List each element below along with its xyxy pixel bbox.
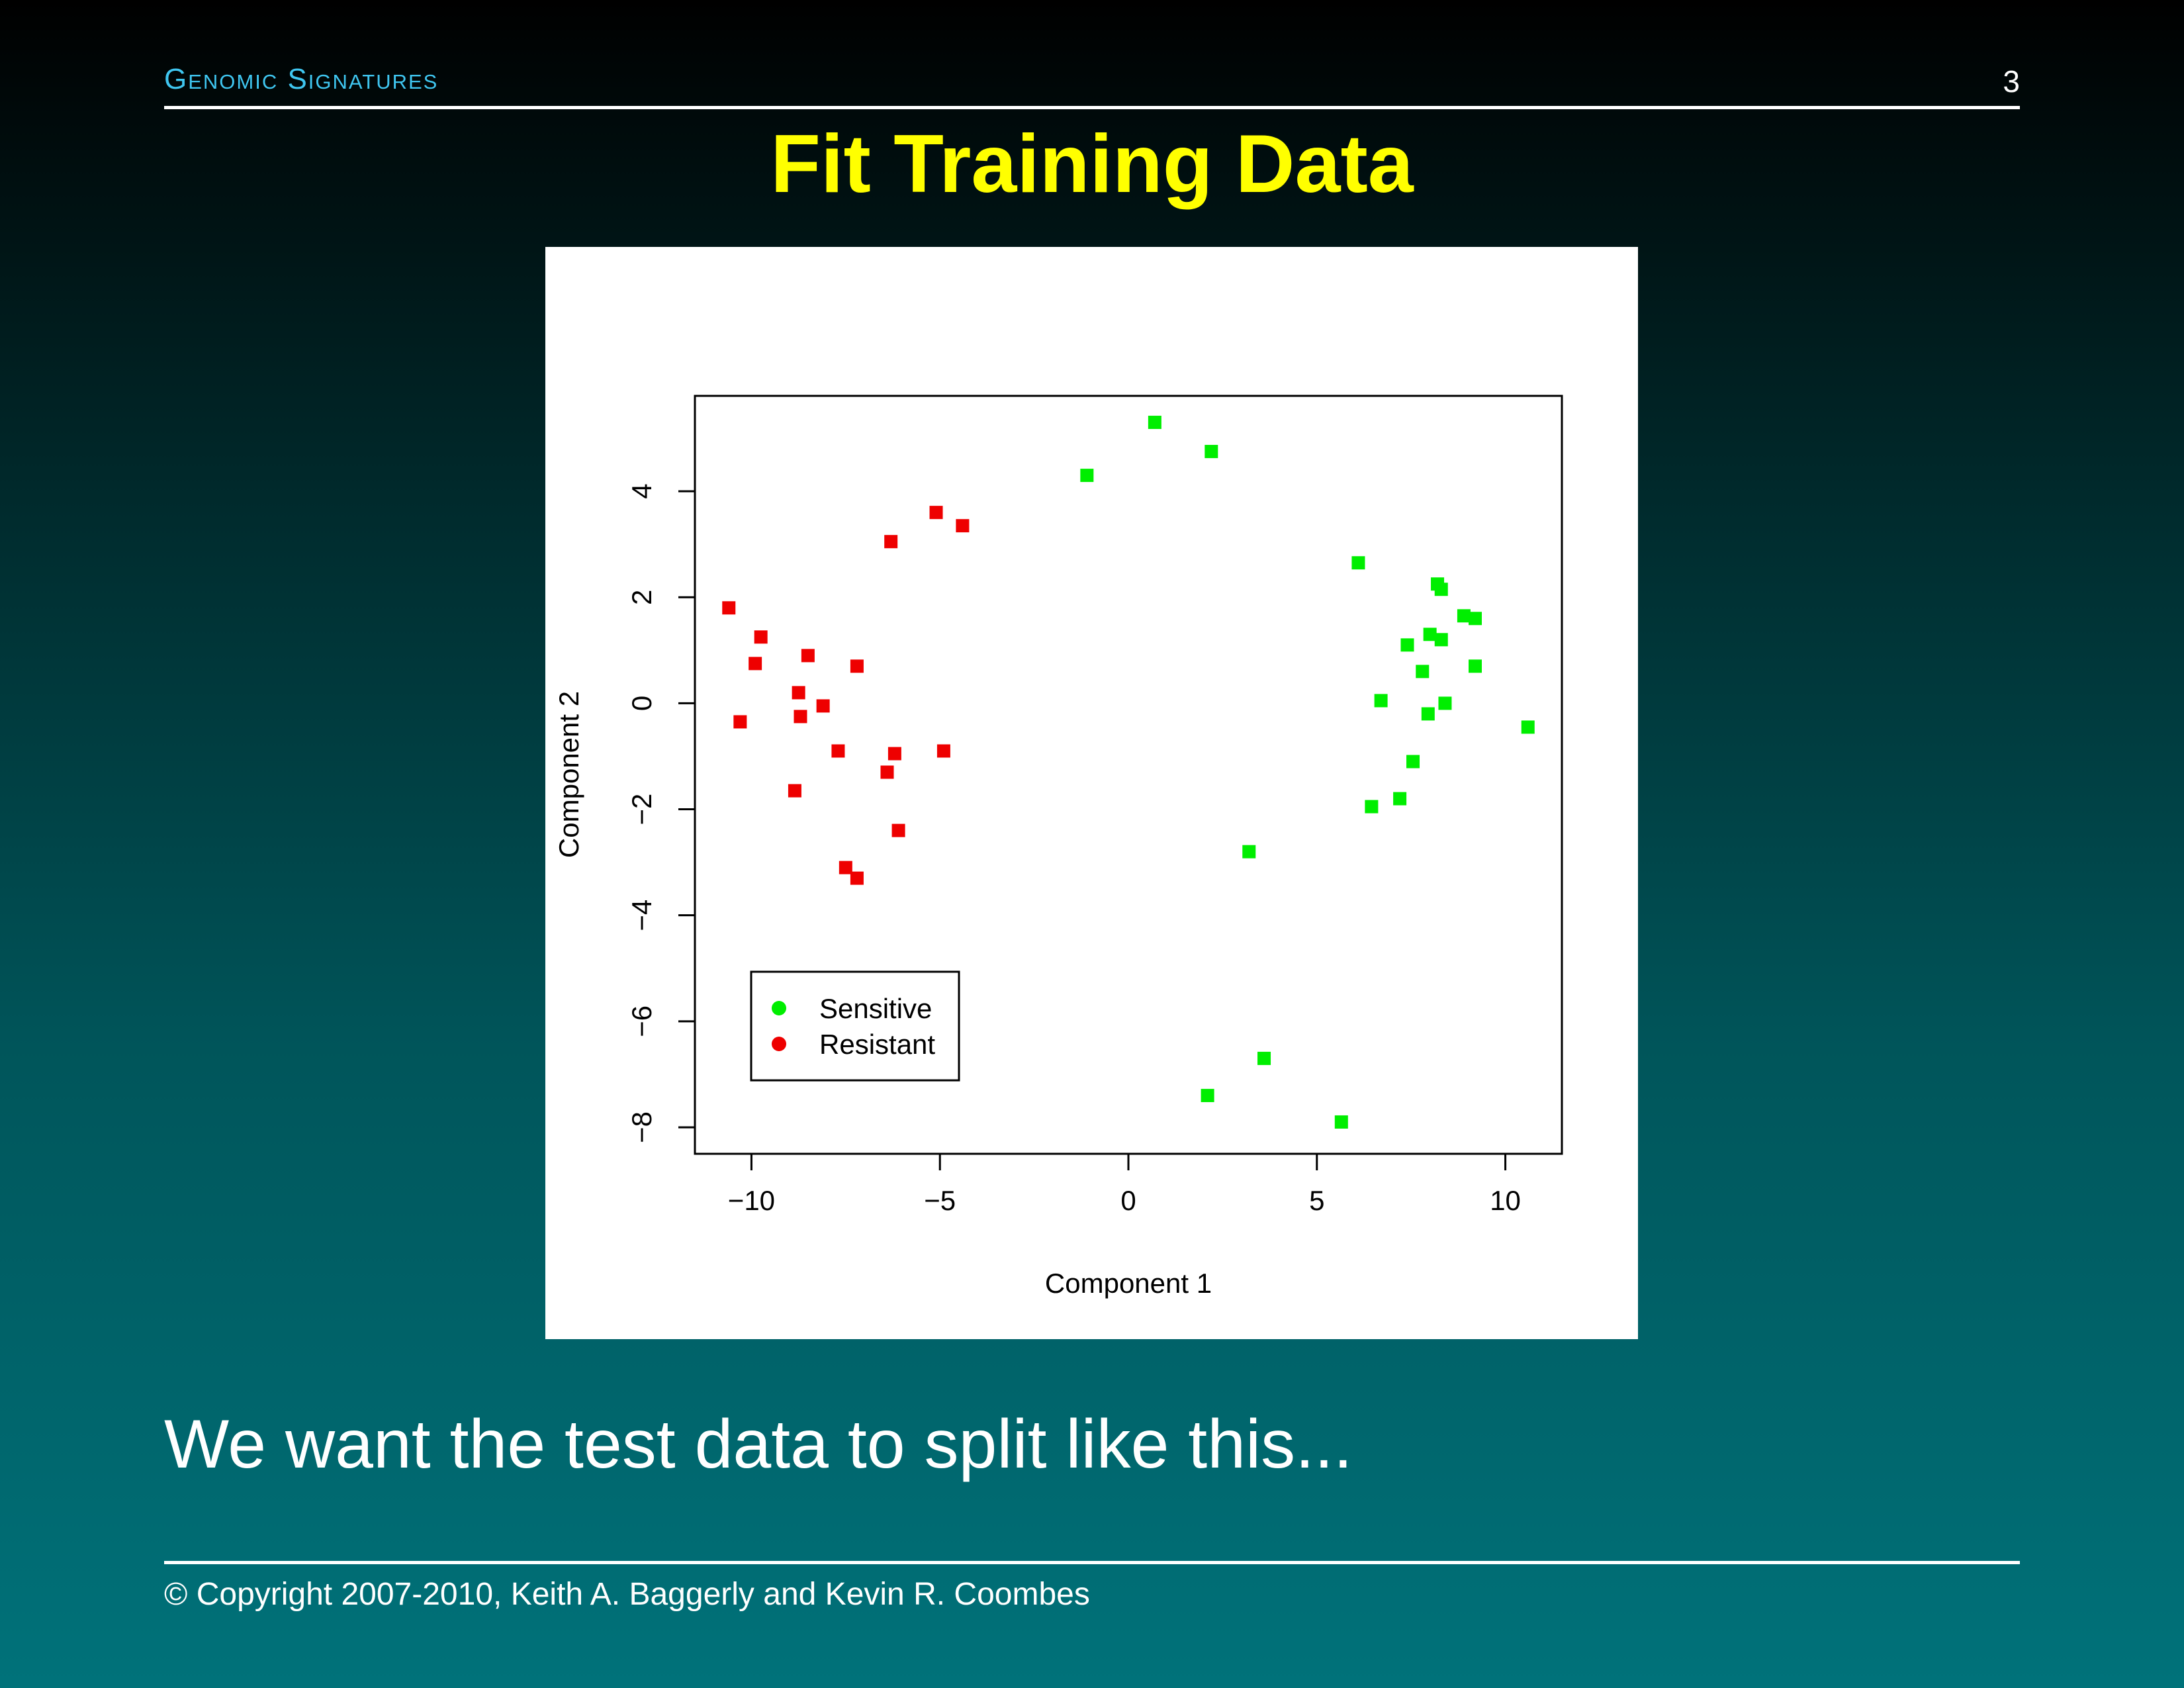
y-tick-label: −8 [626, 1111, 657, 1143]
data-point-sensitive [1438, 696, 1452, 710]
data-point-sensitive [1080, 469, 1094, 483]
data-point-sensitive [1400, 638, 1414, 652]
x-axis-label: Component 1 [1045, 1268, 1212, 1299]
page-number: 3 [2003, 64, 2020, 99]
legend-label-resistant: Resistant [819, 1029, 935, 1060]
data-point-sensitive [1365, 800, 1379, 814]
legend-box [750, 970, 960, 1082]
data-point-resistant [850, 659, 864, 673]
data-point-sensitive [1421, 707, 1435, 721]
data-point-sensitive [1201, 1088, 1214, 1102]
data-point-resistant [801, 649, 815, 663]
scatter-plot: −10 −5 0 5 10 −8 −6 −4 −2 0 2 4 Component 1 Compon… [553, 395, 1563, 1299]
data-point-resistant [929, 506, 943, 520]
copyright-notice: © Copyright 2007-2010, Keith A. Baggerly… [164, 1577, 1090, 1612]
legend-marker-sensitive [772, 1001, 786, 1015]
data-point-sensitive [1406, 755, 1420, 769]
header-divider [164, 106, 2020, 109]
y-axis: −8 −6 −4 −2 0 2 4 [626, 483, 696, 1143]
y-tick-label: −2 [626, 794, 657, 825]
data-point-sensitive [1334, 1115, 1348, 1129]
data-point-resistant [733, 715, 747, 729]
data-point-sensitive [1434, 633, 1448, 647]
data-point-sensitive [1521, 720, 1535, 734]
data-point-resistant [884, 535, 898, 549]
data-point-resistant [792, 686, 805, 700]
data-point-resistant [754, 630, 768, 644]
data-point-resistant [936, 744, 950, 758]
scatter-points [722, 416, 1535, 1129]
x-axis: −10 −5 0 5 10 [728, 1152, 1521, 1216]
x-tick-label: −10 [728, 1185, 775, 1216]
data-point-resistant [956, 519, 970, 533]
data-point-sensitive [1242, 845, 1256, 859]
legend: Sensitive Resistant [750, 970, 960, 1082]
footer-divider [164, 1561, 2020, 1564]
data-point-sensitive [1374, 694, 1388, 708]
y-tick-label: 2 [626, 590, 657, 605]
data-point-resistant [722, 601, 736, 615]
data-point-sensitive [1393, 792, 1407, 806]
data-point-resistant [831, 744, 845, 758]
legend-label-sensitive: Sensitive [819, 993, 932, 1024]
data-point-resistant [887, 747, 901, 761]
data-point-sensitive [1205, 445, 1218, 459]
scatter-plot-panel: −10 −5 0 5 10 −8 −6 −4 −2 0 2 4 Component 1 Compon… [545, 247, 1638, 1339]
legend-marker-resistant [772, 1037, 786, 1051]
data-point-sensitive [1351, 556, 1365, 570]
data-point-sensitive [1457, 609, 1471, 623]
data-point-resistant [794, 710, 807, 724]
section-title: Genomic Signatures [164, 63, 439, 95]
data-point-resistant [749, 657, 762, 671]
y-axis-label: Component 2 [553, 691, 584, 858]
data-point-sensitive [1469, 612, 1482, 626]
data-point-sensitive [1148, 416, 1161, 430]
y-tick-label: −6 [626, 1006, 657, 1037]
data-point-resistant [816, 699, 830, 713]
data-point-sensitive [1434, 583, 1448, 596]
data-point-sensitive [1423, 628, 1437, 641]
body-text: We want the test data to split like this… [164, 1406, 1353, 1483]
data-point-resistant [788, 784, 801, 798]
data-point-resistant [891, 823, 905, 837]
data-point-resistant [850, 871, 864, 885]
slide-title: Fit Training Data [770, 118, 1414, 210]
data-point-sensitive [1416, 665, 1430, 679]
x-tick-label: 5 [1309, 1185, 1324, 1216]
x-tick-label: −5 [924, 1185, 956, 1216]
data-point-sensitive [1469, 659, 1482, 673]
data-point-resistant [839, 861, 852, 874]
y-tick-label: −4 [626, 900, 657, 931]
x-tick-label: 0 [1120, 1185, 1136, 1216]
y-tick-label: 4 [626, 483, 657, 498]
y-tick-label: 0 [626, 696, 657, 711]
x-tick-label: 10 [1490, 1185, 1521, 1216]
data-point-sensitive [1257, 1051, 1271, 1065]
data-point-resistant [880, 765, 894, 779]
